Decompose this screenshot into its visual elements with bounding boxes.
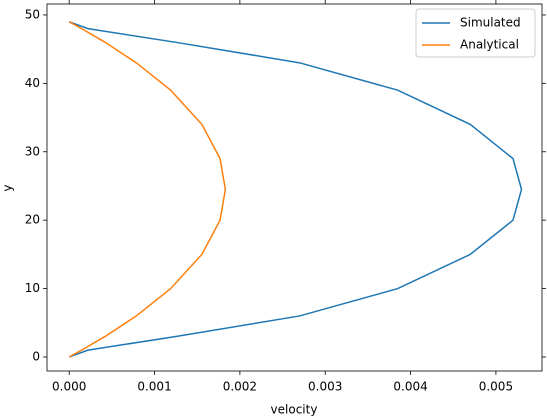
x-tick-label: 0.002 — [223, 380, 257, 394]
y-axis-label: y — [1, 184, 15, 191]
y-tick-label: 10 — [25, 281, 40, 295]
series-line — [68, 21, 523, 358]
y-tick-label: 40 — [25, 76, 40, 90]
y-tick-label: 30 — [25, 144, 40, 158]
x-tick-label: 0.000 — [52, 380, 86, 394]
y-tick-label: 0 — [32, 349, 40, 363]
legend-label: Simulated — [460, 16, 521, 30]
x-tick-label: 0.003 — [308, 380, 342, 394]
series-line — [68, 21, 227, 358]
y-tick-label: 50 — [25, 7, 40, 21]
y-tick-label: 20 — [25, 213, 40, 227]
legend-label: Analytical — [460, 38, 519, 52]
plot-frame — [46, 3, 543, 372]
x-tick-label: 0.005 — [479, 380, 513, 394]
x-axis-label: velocity — [271, 403, 318, 417]
x-tick-label: 0.004 — [393, 380, 427, 394]
x-tick-label: 0.001 — [137, 380, 171, 394]
